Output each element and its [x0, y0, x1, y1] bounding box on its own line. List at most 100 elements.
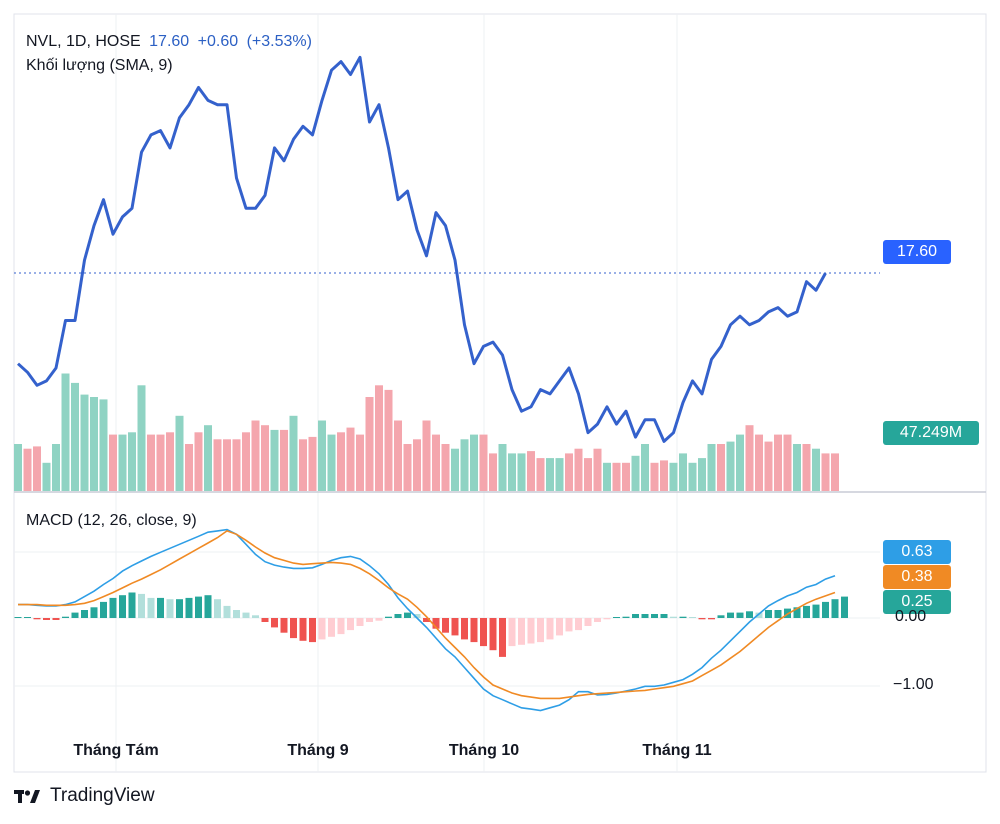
y-tick-zero: 0.00: [895, 608, 927, 625]
histogram-badge: 0.25: [883, 590, 951, 614]
histogram-bar: [109, 597, 117, 618]
volume-bar: [261, 425, 269, 491]
x-tick-month: Tháng 11: [642, 742, 712, 759]
last-price: 17.60: [149, 33, 190, 50]
histogram-bar: [575, 618, 582, 631]
histogram-bar: [33, 618, 41, 620]
histogram-bar: [24, 617, 31, 618]
volume-bar: [783, 434, 792, 491]
histogram-bar: [138, 593, 145, 618]
x-tick-month: Tháng 10: [448, 742, 520, 759]
volume-bar: [831, 453, 839, 491]
volume-bar: [641, 444, 649, 491]
volume-bar: [166, 432, 174, 492]
histogram-bar: [280, 618, 288, 633]
volume-bar: [593, 448, 602, 491]
volume-bar: [318, 420, 326, 491]
volume-bar: [185, 444, 193, 491]
histogram-bar: [404, 612, 411, 618]
brand-name: TradingView: [50, 785, 155, 806]
volume-bar: [337, 432, 345, 492]
volume-bar: [147, 434, 155, 491]
histogram-bar: [43, 618, 50, 620]
volume-bar: [546, 458, 554, 491]
volume-bar: [128, 432, 136, 492]
histogram-bar: [147, 597, 155, 618]
volume-bar: [812, 448, 820, 491]
histogram-bar: [565, 618, 573, 632]
volume-bar: [736, 434, 744, 491]
signal-badge: 0.38: [883, 565, 951, 589]
volume-bar: [308, 436, 317, 491]
volume-bar: [698, 458, 706, 491]
volume-bar: [489, 453, 497, 491]
histogram-bar: [527, 618, 535, 644]
volume-bar: [403, 444, 412, 491]
volume-bar: [622, 462, 630, 491]
volume-bar: [422, 420, 431, 491]
histogram-bar: [223, 605, 231, 618]
histogram-bar: [385, 616, 392, 618]
histogram-bar: [812, 604, 820, 618]
histogram-bar: [708, 618, 715, 620]
volume-bar: [204, 425, 212, 491]
histogram-bar: [803, 605, 810, 618]
histogram-bar: [632, 614, 639, 618]
macd-line: [18, 528, 836, 712]
histogram-bar: [166, 599, 174, 618]
histogram-bar: [62, 616, 69, 618]
histogram-bar: [328, 618, 335, 637]
histogram-bar: [185, 597, 193, 618]
price-change: +0.60: [197, 33, 239, 50]
histogram-bar: [128, 592, 136, 618]
histogram-bar: [356, 618, 364, 626]
volume-bar: [774, 434, 782, 491]
volume-bar: [451, 448, 459, 491]
histogram-bar: [755, 612, 763, 618]
volume-bar: [270, 429, 279, 491]
histogram-bar: [556, 618, 563, 636]
volume-bar: [565, 453, 573, 491]
histogram-bar: [451, 618, 459, 636]
volume-bar: [688, 462, 697, 491]
symbol-label: NVL, 1D, HOSE: [26, 33, 141, 50]
volume-bar: [660, 460, 668, 491]
histogram-bar: [622, 616, 630, 618]
volume-bar: [517, 453, 526, 491]
histogram-bar: [366, 618, 373, 622]
volume-legend: Khối lượng (SMA, 9): [26, 57, 173, 74]
volume-bar: [365, 397, 374, 491]
macd-legend: MACD (12, 26, close, 9): [26, 512, 197, 529]
histogram-bar: [347, 618, 354, 631]
histogram-bar: [176, 599, 183, 618]
histogram-bar: [736, 612, 744, 618]
brand[interactable]: TradingView: [14, 785, 155, 807]
histogram-bar: [584, 618, 592, 626]
histogram-bar: [841, 596, 848, 618]
volume-bar: [669, 462, 678, 491]
volume-bar: [289, 415, 298, 491]
histogram-bar: [698, 618, 706, 620]
histogram-bar: [518, 618, 525, 645]
volume-bar: [441, 444, 450, 491]
histogram-bar: [119, 595, 126, 618]
volume-bar: [61, 373, 70, 491]
volume-bar: [508, 453, 516, 491]
histogram-bar: [660, 614, 668, 618]
histogram-bar: [651, 614, 658, 618]
histogram-bar: [641, 614, 649, 618]
volume-bar: [299, 439, 307, 491]
volume-bar: [223, 439, 231, 491]
volume-bar: [470, 434, 478, 491]
histogram-bar: [470, 618, 478, 643]
histogram-bar: [195, 596, 202, 618]
histogram-bar: [670, 616, 677, 618]
volume-bar: [109, 434, 117, 491]
volume-bar: [603, 462, 611, 491]
volume-bar: [80, 394, 89, 491]
volume-bar: [23, 448, 32, 491]
histogram-bar: [727, 612, 734, 618]
volume-bar: [280, 429, 288, 491]
volume-bar: [175, 415, 184, 491]
volume-bar: [479, 434, 488, 491]
